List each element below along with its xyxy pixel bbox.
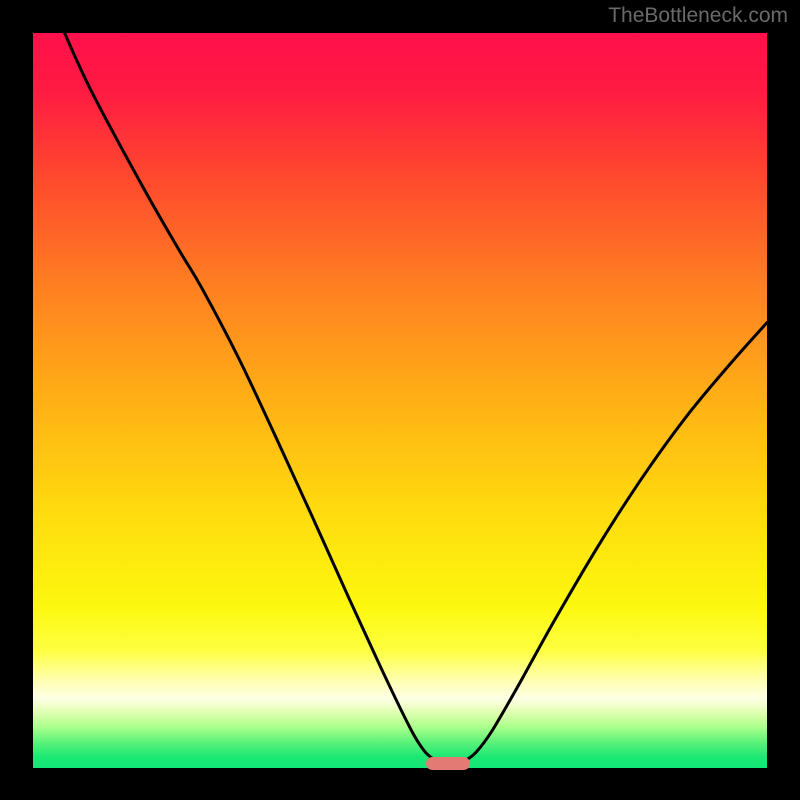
optimum-marker	[426, 757, 470, 769]
plot-area	[33, 33, 767, 768]
watermark-text: TheBottleneck.com	[608, 4, 788, 28]
chart-container: TheBottleneck.com	[0, 0, 800, 800]
bottleneck-curve	[33, 33, 767, 768]
